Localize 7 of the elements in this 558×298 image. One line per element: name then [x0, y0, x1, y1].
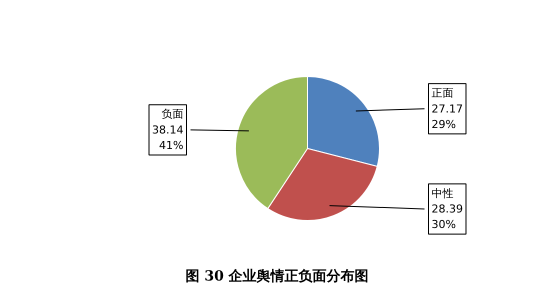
- slice-label: 中性: [432, 186, 454, 200]
- slice-label: 正面: [432, 86, 454, 100]
- data-label: 38.14 41%: [152, 123, 184, 152]
- slice-label: 负面: [162, 108, 184, 121]
- data-label: 28.39 30%: [432, 202, 463, 232]
- text: 图 30 企业舆情正负面分布图: [185, 268, 369, 284]
- data-label: 27.17 29%: [432, 102, 463, 131]
